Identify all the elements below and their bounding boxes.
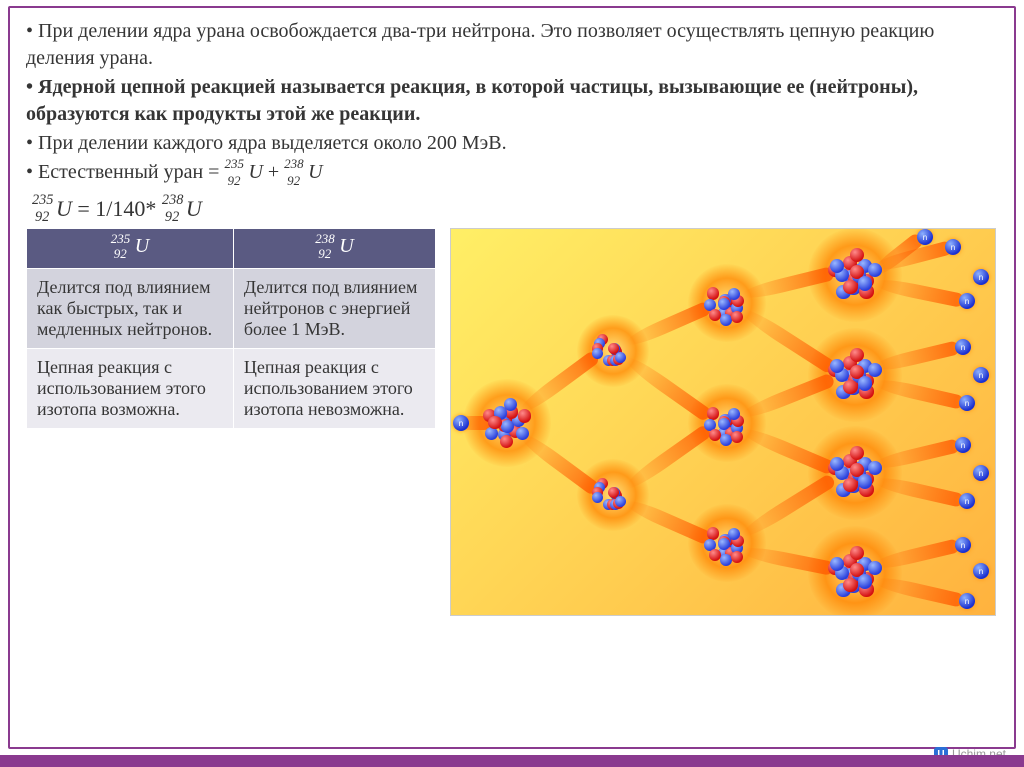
u235-symbol: 235 92 U bbox=[224, 159, 262, 186]
u235-z: 92 bbox=[227, 172, 240, 190]
table-row: Цепная реакция с использованием этого из… bbox=[27, 349, 436, 429]
cell-0a: Делится под влиянием как быстрых, так и … bbox=[27, 269, 234, 349]
u238-z: 92 bbox=[287, 172, 300, 190]
eq-u235: 235 92 U bbox=[32, 196, 72, 222]
chain-reaction-diagram: nnnnnnnnnnnnnn bbox=[450, 228, 996, 616]
slide-frame: • При делении ядра урана освобождается д… bbox=[8, 6, 1016, 749]
bullet-4: • Естественный уран = 235 92 U + 238 92 … bbox=[26, 159, 998, 186]
plus-sign: + bbox=[268, 161, 284, 183]
bullet-3-value: 200 МэВ. bbox=[427, 132, 507, 154]
cell-0b: Делится под влиянием нейтронов с энергие… bbox=[233, 269, 435, 349]
u238-mass: 238 bbox=[284, 155, 304, 173]
bullet-3-prefix: • При делении каждого ядра выделяется ок… bbox=[26, 132, 427, 154]
eq-ratio: = 1/140* bbox=[77, 196, 162, 221]
bullet-1: • При делении ядра урана освобождается д… bbox=[26, 18, 998, 72]
ratio-equation: 235 92 U = 1/140* 238 92 U bbox=[32, 196, 998, 222]
table-row: Делится под влиянием как быстрых, так и … bbox=[27, 269, 436, 349]
u238-sym: U bbox=[308, 161, 322, 183]
th-u235: 235 92 U bbox=[27, 229, 234, 269]
th-u238: 238 92 U bbox=[233, 229, 435, 269]
isotope-table: 235 92 U 238 92 U bbox=[26, 228, 436, 429]
cell-1b: Цепная реакция с использованием этого из… bbox=[233, 349, 435, 429]
bullet-list: • При делении ядра урана освобождается д… bbox=[26, 18, 998, 186]
bottom-bar bbox=[0, 755, 1024, 767]
eq-u238: 238 92 U bbox=[162, 196, 202, 222]
lower-row: 235 92 U 238 92 U bbox=[26, 228, 998, 616]
u235-mass: 235 bbox=[224, 155, 244, 173]
u235-sym: U bbox=[248, 161, 262, 183]
bullet-3: • При делении каждого ядра выделяется ок… bbox=[26, 130, 998, 157]
cell-1a: Цепная реакция с использованием этого из… bbox=[27, 349, 234, 429]
u238-symbol: 238 92 U bbox=[284, 159, 322, 186]
table-body: Делится под влиянием как быстрых, так и … bbox=[27, 269, 436, 429]
bullet-2: • Ядерной цепной реакцией называется реа… bbox=[26, 74, 998, 128]
bullet-4-prefix: • Естественный уран = bbox=[26, 161, 224, 183]
